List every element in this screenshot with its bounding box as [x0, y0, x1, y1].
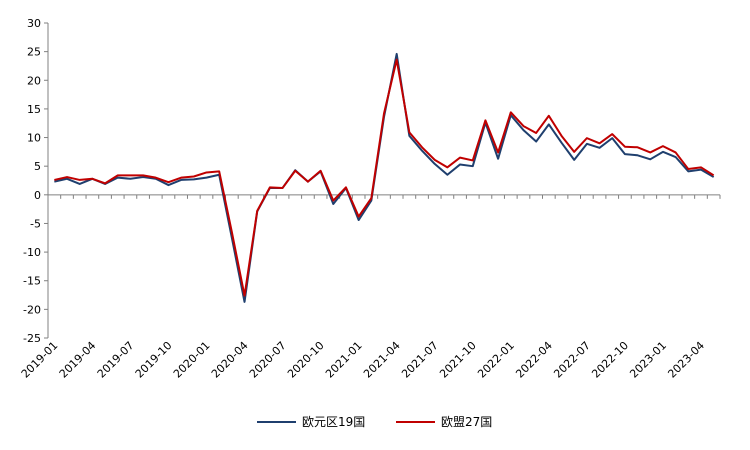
legend-label-eu27: 欧盟27国: [441, 415, 492, 429]
x-tick-label: 2019-07: [95, 339, 137, 381]
y-tick-label: -25: [23, 332, 41, 345]
y-tick-label: 10: [27, 132, 41, 145]
x-tick-label: 2020-04: [209, 339, 251, 381]
x-tick-label: 2022-01: [475, 339, 517, 381]
x-tick-label: 2022-10: [589, 339, 631, 381]
x-tick-label: 2021-10: [437, 339, 479, 381]
y-tick-label: 30: [27, 17, 41, 30]
y-tick-label: -15: [23, 275, 41, 288]
series-layer: [54, 52, 715, 303]
y-tick-label: 5: [34, 160, 41, 173]
series-line-1: [54, 58, 715, 297]
x-tick-label: 2023-01: [627, 339, 669, 381]
x-axis: 2019-012019-042019-072019-102020-012020-…: [19, 194, 721, 381]
x-tick-label: 2022-04: [513, 339, 555, 381]
x-tick-label: 2022-07: [551, 339, 593, 381]
y-axis: 30 25 20 15 10 5 0 -5 -10 -15 -20 -25: [23, 17, 49, 345]
y-tick-label: -10: [23, 246, 41, 259]
x-tick-label: 2023-04: [665, 339, 707, 381]
x-tick-label: 2021-04: [361, 339, 403, 381]
x-tick-label: 2019-10: [133, 339, 175, 381]
x-tick-label: 2020-10: [285, 339, 327, 381]
y-tick-label: -5: [30, 217, 41, 230]
y-tick-label: -20: [23, 303, 41, 316]
x-tick-label: 2020-01: [171, 339, 213, 381]
y-tick-label: 15: [27, 103, 41, 116]
y-tick-label: 20: [27, 74, 41, 87]
y-tick-label: 25: [27, 46, 41, 59]
legend: 欧元区19国 欧盟27国: [257, 415, 492, 429]
x-tick-label: 2021-01: [323, 339, 365, 381]
legend-label-euro-area: 欧元区19国: [302, 415, 365, 429]
x-tick-label: 2019-04: [57, 339, 99, 381]
x-tick-label: 2020-07: [247, 339, 289, 381]
x-tick-label: 2021-07: [399, 339, 441, 381]
x-tick-label: 2019-01: [19, 339, 61, 381]
y-tick-label: 0: [34, 189, 41, 202]
